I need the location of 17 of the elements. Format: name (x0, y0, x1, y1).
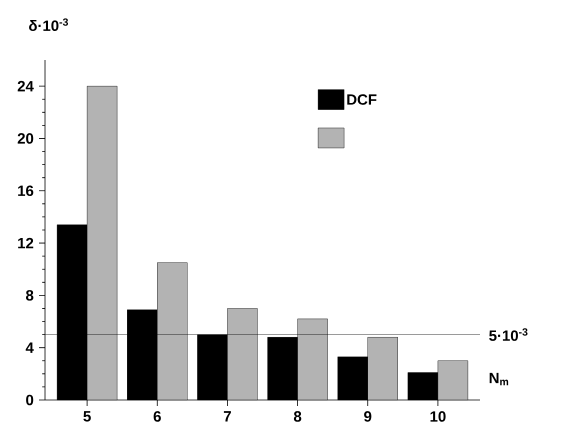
y-tick-label: 16 (18, 185, 34, 196)
y-tick-label: 8 (26, 290, 34, 301)
y-tick-label: 12 (18, 238, 34, 248)
x-tick-label: 8 (294, 411, 302, 422)
x-axis-title: N$_{m}$ (490, 372, 508, 386)
x-tick-label: 5 (83, 411, 91, 422)
y-tick-label: 0 (26, 394, 34, 406)
x-tick-label: 10 (430, 411, 446, 422)
y-tick-label: 24 (18, 80, 34, 92)
y-tick-label: 20 (18, 133, 34, 144)
y-tick-label: 4 (26, 342, 34, 353)
legend-label: DCF (347, 94, 376, 105)
y-axis-title: δ·10$^{-3}$ (29, 18, 68, 31)
ref-line-label: 5·10$^{-3}$ (489, 328, 528, 341)
x-tick-label: 6 (154, 411, 161, 422)
x-tick-label: 7 (224, 411, 231, 422)
x-tick-label: 9 (364, 411, 372, 422)
